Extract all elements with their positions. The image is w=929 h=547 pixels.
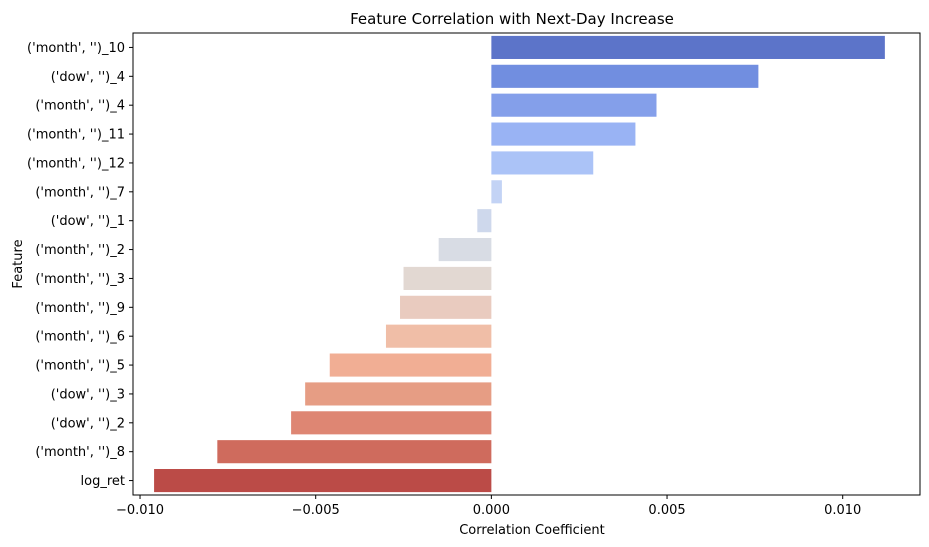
- x-axis-ticks: −0.010 −0.005 0.000 0.005 0.010: [116, 495, 861, 518]
- y-tick-label: ('dow', '')_1: [51, 214, 125, 229]
- y-axis-label: Feature: [11, 239, 26, 288]
- bar: [438, 238, 492, 262]
- bar: [329, 353, 492, 377]
- bars-group: [154, 35, 885, 493]
- bar: [400, 295, 492, 319]
- y-tick-label: ('dow', '')_4: [51, 70, 125, 85]
- x-axis-label: Correlation Coefficient: [459, 523, 605, 538]
- bar: [477, 209, 492, 233]
- y-tick-label: ('month', '')_7: [35, 185, 125, 200]
- bar: [491, 151, 594, 175]
- x-tick-label: −0.005: [292, 503, 340, 518]
- chart-title: Feature Correlation with Next-Day Increa…: [350, 10, 674, 28]
- y-tick-label: ('month', '')_2: [35, 243, 125, 258]
- y-tick-label: ('month', '')_10: [27, 41, 125, 56]
- y-tick-label: ('dow', '')_3: [51, 387, 125, 402]
- bar: [491, 180, 502, 204]
- bar: [491, 122, 636, 146]
- bar: [217, 440, 492, 464]
- y-tick-label: ('month', '')_9: [35, 301, 125, 316]
- bar: [491, 35, 885, 59]
- x-tick-label: 0.005: [648, 503, 685, 518]
- plot-frame: [132, 32, 921, 496]
- bar: [305, 382, 492, 406]
- bar: [291, 411, 492, 435]
- y-axis-ticks: ('month', '')_10 ('dow', '')_4 ('month', '…: [27, 41, 133, 489]
- bar: [403, 266, 492, 290]
- y-tick-label: ('month', '')_12: [27, 156, 125, 171]
- bar: [491, 93, 657, 117]
- y-tick-label: ('month', '')_11: [27, 128, 125, 143]
- y-tick-label: ('month', '')_6: [35, 330, 125, 345]
- bar: [491, 64, 759, 88]
- y-tick-label: ('month', '')_4: [35, 99, 125, 114]
- y-tick-label: ('month', '')_3: [35, 272, 125, 287]
- bar: [385, 324, 492, 348]
- bar: [154, 469, 492, 493]
- x-tick-label: 0.010: [824, 503, 861, 518]
- x-tick-label: 0.000: [473, 503, 510, 518]
- y-tick-label: ('dow', '')_2: [51, 416, 125, 431]
- y-tick-label: ('month', '')_8: [35, 445, 125, 460]
- y-tick-label: ('month', '')_5: [35, 359, 125, 374]
- y-tick-label: log_ret: [81, 474, 125, 489]
- x-tick-label: −0.010: [116, 503, 164, 518]
